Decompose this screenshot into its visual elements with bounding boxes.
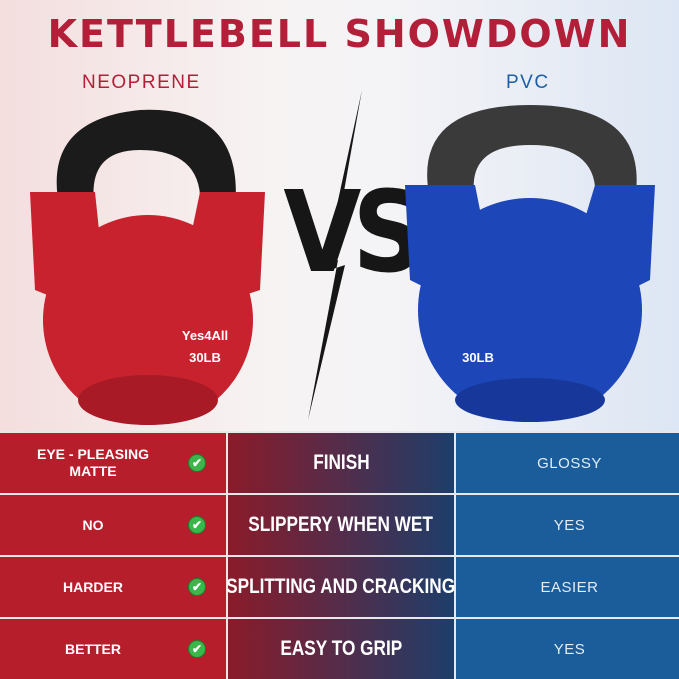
neoprene-label: NEOPRENE bbox=[82, 72, 201, 93]
comparison-table: EYE - PLEASING MATTE ✔ FINISH GLOSSY NO ✔ … bbox=[0, 431, 679, 679]
feature-cell: EASY TO GRIP bbox=[228, 619, 454, 679]
neoprene-cell: HARDER ✔ bbox=[0, 557, 226, 617]
weight-label: 30LB bbox=[189, 350, 221, 365]
check-circle-icon: ✔ bbox=[188, 516, 206, 534]
pvc-cell: GLOSSY bbox=[456, 433, 679, 493]
feature-cell: SPLITTING AND CRACKING bbox=[226, 557, 456, 617]
page-title: KETTLEBELL SHOWDOWN bbox=[47, 12, 632, 56]
cell-text: FINISH bbox=[312, 451, 370, 474]
cell-text: EASY TO GRIP bbox=[280, 637, 402, 660]
pvc-cell: YES bbox=[456, 619, 679, 679]
pvc-cell: EASIER bbox=[456, 557, 679, 617]
neoprene-kettlebell-image: Yes4All 30LB bbox=[30, 109, 265, 425]
vs-text: VS bbox=[283, 168, 425, 298]
neoprene-cell: NO ✔ bbox=[0, 495, 226, 555]
feature-cell: FINISH bbox=[228, 433, 454, 493]
cell-text: EYE - PLEASING MATTE bbox=[36, 446, 150, 479]
cell-text: SPLITTING AND CRACKING bbox=[226, 575, 456, 598]
check-circle-icon: ✔ bbox=[188, 640, 206, 658]
check-circle-icon: ✔ bbox=[188, 578, 206, 596]
cell-text: BETTER bbox=[65, 640, 121, 657]
feature-cell: SLIPPERY WHEN WET bbox=[228, 495, 454, 555]
pvc-kettlebell-image: 30LB bbox=[405, 105, 655, 422]
cell-text: SLIPPERY WHEN WET bbox=[248, 513, 434, 536]
cell-text: NO bbox=[82, 516, 104, 533]
check-circle-icon: ✔ bbox=[188, 454, 206, 472]
weight-label: 30LB bbox=[462, 350, 494, 365]
pvc-cell: YES bbox=[456, 495, 679, 555]
neoprene-cell: EYE - PLEASING MATTE ✔ bbox=[0, 433, 226, 493]
pvc-label: PVC bbox=[506, 72, 550, 93]
cell-text: HARDER bbox=[63, 578, 123, 595]
brand-logo: Yes4All bbox=[182, 328, 228, 343]
lightning-divider bbox=[308, 90, 362, 420]
neoprene-cell: BETTER ✔ bbox=[0, 619, 226, 679]
